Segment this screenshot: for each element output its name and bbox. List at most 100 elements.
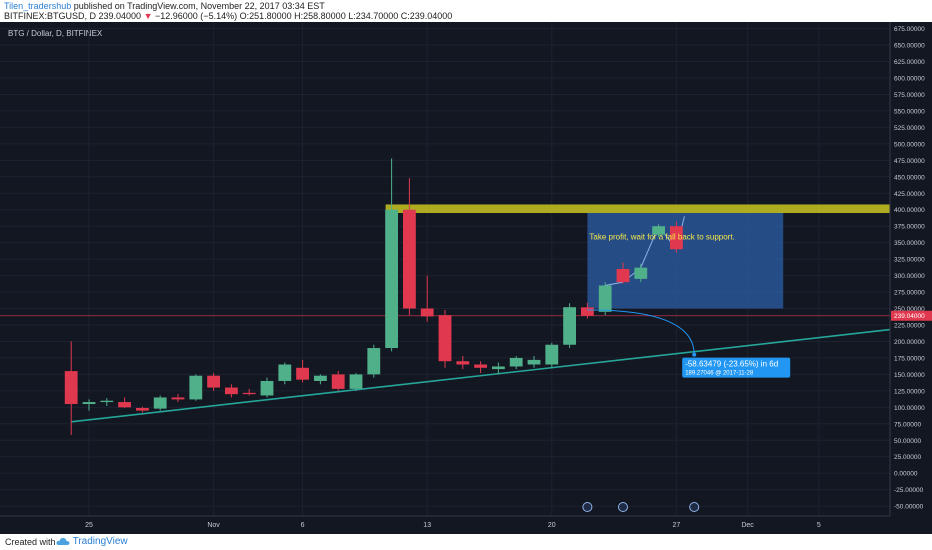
publish-header: Tilen_tradershub published on TradingVie… bbox=[0, 0, 932, 22]
candle bbox=[100, 400, 114, 403]
candle bbox=[224, 387, 238, 395]
tradingview-cloud-icon bbox=[56, 537, 70, 545]
x-tick-label: 5 bbox=[817, 522, 821, 529]
event-marker-icon bbox=[689, 502, 700, 512]
candle bbox=[82, 402, 96, 405]
candle bbox=[189, 375, 203, 400]
tradingview-brand[interactable]: TradingView bbox=[56, 536, 128, 547]
y-tick-label: 300.00000 bbox=[894, 273, 925, 280]
candle bbox=[491, 366, 505, 370]
candle bbox=[278, 364, 292, 381]
y-tick-label: -25.00000 bbox=[894, 487, 924, 494]
measure-label bbox=[682, 357, 791, 378]
candle bbox=[171, 397, 185, 400]
symbol-info: BITFINEX:BTGUSD, D 239.04000 bbox=[4, 11, 142, 21]
x-tick-label: 13 bbox=[423, 522, 431, 529]
y-tick-label: 600.00000 bbox=[894, 75, 925, 82]
y-tick-label: 250.00000 bbox=[894, 306, 925, 313]
support-trendline bbox=[71, 328, 891, 423]
publish-info: Tilen_tradershub published on TradingVie… bbox=[4, 1, 325, 11]
change-value: −12.96000 (−5.14%) bbox=[155, 11, 238, 21]
candle bbox=[260, 380, 274, 396]
candle bbox=[456, 361, 470, 365]
resistance-zone bbox=[385, 204, 890, 214]
candle bbox=[509, 357, 523, 367]
y-tick-label: 625.00000 bbox=[894, 59, 925, 66]
candle bbox=[118, 402, 132, 408]
y-tick-label: 375.00000 bbox=[894, 224, 925, 231]
y-tick-label: 75.00000 bbox=[894, 421, 921, 428]
candle bbox=[438, 315, 452, 362]
y-tick-label: 175.00000 bbox=[894, 355, 925, 362]
candle bbox=[296, 367, 310, 380]
y-tick-label: 100.00000 bbox=[894, 405, 925, 412]
candle bbox=[207, 375, 221, 388]
candle bbox=[420, 308, 434, 317]
brand-label: TradingView bbox=[72, 536, 128, 547]
y-tick-label: 325.00000 bbox=[894, 257, 925, 264]
candle bbox=[64, 371, 78, 405]
measure-point bbox=[692, 352, 697, 357]
symbol-quote-line: BITFINEX:BTGUSD, D 239.04000 ▼ −12.96000… bbox=[4, 11, 452, 21]
projection-candle bbox=[616, 269, 630, 283]
x-tick-label: 27 bbox=[673, 522, 681, 529]
candle bbox=[474, 364, 488, 368]
annotation-text: Take profit, wait for a fall back to sup… bbox=[589, 232, 734, 241]
y-tick-label: 675.00000 bbox=[894, 26, 925, 33]
candle bbox=[527, 359, 541, 365]
y-tick-label: 450.00000 bbox=[894, 174, 925, 181]
author-link[interactable]: Tilen_tradershub bbox=[4, 1, 72, 11]
x-tick-label: Nov bbox=[207, 522, 220, 529]
down-triangle-icon: ▼ bbox=[143, 11, 153, 21]
event-marker-icon bbox=[618, 502, 628, 512]
published-text: published on TradingView.com, November 2… bbox=[73, 1, 325, 11]
candle bbox=[331, 374, 345, 389]
projection-candle bbox=[652, 226, 666, 235]
footer: Created with TradingView bbox=[0, 534, 932, 550]
y-axis-panel bbox=[890, 22, 932, 534]
projection-candle bbox=[634, 267, 648, 279]
measure-change-text: -58.63479 (-23.65%) in 6d bbox=[685, 360, 778, 369]
chart-area[interactable]: BTG / Dollar, D, BITFINEX Take profit, w… bbox=[0, 22, 932, 534]
ohlc-values: O:251.80000 H:258.80000 L:234.70000 C:23… bbox=[239, 11, 453, 21]
y-tick-label: 475.00000 bbox=[894, 158, 925, 165]
x-tick-label: 6 bbox=[301, 522, 305, 529]
y-tick-label: 350.00000 bbox=[894, 240, 925, 247]
measure-arc bbox=[587, 309, 695, 355]
candle bbox=[242, 392, 256, 395]
y-tick-label: 200.00000 bbox=[894, 339, 925, 346]
y-tick-label: 125.00000 bbox=[894, 388, 925, 395]
candle bbox=[367, 348, 381, 375]
y-tick-label: 275.00000 bbox=[894, 290, 925, 297]
y-tick-label: 50.00000 bbox=[894, 438, 921, 445]
y-tick-label: 500.00000 bbox=[894, 141, 925, 148]
y-tick-label: 575.00000 bbox=[894, 92, 925, 99]
candle bbox=[402, 209, 416, 309]
y-tick-label: 0.00000 bbox=[894, 471, 918, 478]
candle bbox=[153, 397, 167, 409]
target-box bbox=[587, 213, 784, 309]
y-tick-label: -50.00000 bbox=[894, 504, 924, 511]
y-tick-label: 425.00000 bbox=[894, 191, 925, 198]
candle bbox=[545, 344, 559, 365]
x-tick-label: 20 bbox=[548, 522, 556, 529]
current-price-label: 239.04000 bbox=[894, 313, 925, 320]
x-tick-label: 25 bbox=[85, 522, 93, 529]
y-tick-label: 25.00000 bbox=[894, 454, 921, 461]
current-price-tag bbox=[891, 310, 932, 321]
y-tick-label: 225.00000 bbox=[894, 322, 925, 329]
x-tick-label: Dec bbox=[741, 522, 754, 529]
y-tick-label: 400.00000 bbox=[894, 207, 925, 214]
y-tick-label: 150.00000 bbox=[894, 372, 925, 379]
candle bbox=[313, 375, 327, 381]
candle bbox=[580, 307, 594, 316]
candlestick-chart[interactable]: BTG / Dollar, D, BITFINEX Take profit, w… bbox=[0, 22, 932, 534]
y-tick-label: 550.00000 bbox=[894, 108, 925, 115]
y-tick-label: 525.00000 bbox=[894, 125, 925, 132]
candle bbox=[135, 407, 149, 411]
measure-target-text: 189.27046 @ 2017-11-28 bbox=[685, 371, 754, 377]
y-tick-label: 650.00000 bbox=[894, 43, 925, 50]
candle bbox=[349, 374, 363, 389]
chart-title: BTG / Dollar, D, BITFINEX bbox=[8, 29, 103, 38]
created-with-label: Created with bbox=[5, 537, 56, 547]
